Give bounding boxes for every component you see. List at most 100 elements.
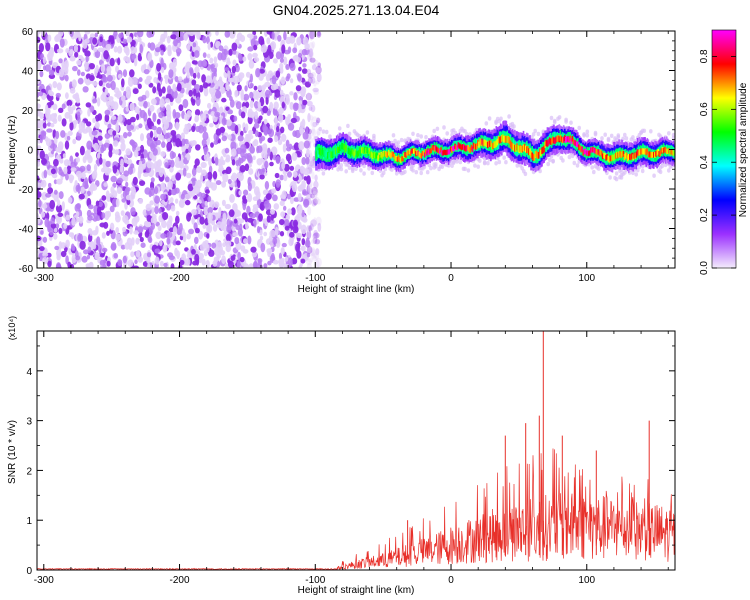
noise-blob (213, 201, 220, 208)
signal-cell (632, 154, 634, 161)
noise-blob (235, 101, 242, 110)
noise-blob (198, 252, 204, 260)
noise-blob (56, 248, 62, 258)
noise-blob (233, 218, 238, 224)
noise-blob (104, 170, 110, 176)
signal-cell (396, 156, 399, 162)
noise-blob (205, 31, 210, 35)
noise-blob (170, 205, 176, 212)
signal-cell (516, 143, 518, 151)
noise-blob (253, 85, 258, 91)
noise-blob (215, 180, 222, 186)
noise-blob (194, 114, 200, 122)
signal-cell (663, 146, 666, 153)
noise-blob (86, 254, 91, 260)
noise-blob (312, 256, 318, 261)
noise-blob (85, 126, 92, 133)
noise-blob (196, 166, 203, 174)
noise-blob (247, 111, 252, 118)
noise-blob (206, 36, 210, 45)
noise-blob (100, 253, 105, 258)
noise-blob (309, 57, 316, 63)
noise-blob (86, 164, 91, 172)
noise-blob (175, 210, 180, 216)
noise-blob (155, 47, 162, 53)
noise-blob (69, 177, 73, 184)
noise-blob (262, 218, 268, 224)
signal-halo (339, 166, 344, 172)
noise-blob (202, 131, 209, 141)
signal-cell (484, 140, 487, 147)
noise-blob (113, 46, 118, 53)
noise-blob (152, 148, 158, 156)
signal-cell (433, 146, 436, 152)
noise-blob (210, 64, 216, 69)
noise-blob (137, 256, 143, 263)
signal-cell (324, 149, 326, 156)
noise-blob (144, 230, 150, 238)
signal-cell (444, 150, 447, 156)
noise-blob (115, 227, 119, 234)
noise-blob (154, 205, 159, 215)
noise-blob (265, 96, 269, 105)
noise-blob (167, 44, 172, 54)
signal-halo (585, 129, 590, 134)
noise-blob (157, 134, 164, 140)
noise-blob (53, 227, 58, 233)
noise-blob (93, 142, 99, 151)
noise-blob (206, 53, 211, 59)
noise-blob (63, 223, 68, 229)
signal-cell (419, 152, 422, 158)
noise-blob (228, 78, 234, 83)
noise-blob (298, 141, 305, 151)
noise-blob (202, 52, 207, 58)
noise-blob (95, 225, 99, 235)
noise-blob (155, 139, 161, 146)
noise-blob (137, 226, 144, 233)
noise-blob (57, 114, 62, 122)
noise-blob (132, 176, 138, 186)
noise-blob (317, 222, 322, 232)
noise-blob (71, 254, 77, 264)
noise-blob (312, 235, 317, 244)
noise-blob (239, 223, 243, 231)
colorbar-tick-label: 0.4 (699, 155, 710, 169)
signal-halo (425, 170, 430, 175)
noise-blob (234, 90, 239, 98)
noise-blob (161, 86, 166, 94)
noise-blob (174, 198, 179, 204)
noise-blob (97, 74, 103, 79)
noise-blob (282, 143, 287, 153)
signal-cell (657, 149, 659, 155)
signal-cell (508, 137, 511, 145)
noise-blob (127, 77, 134, 87)
noise-blob (316, 31, 322, 38)
signal-halo (411, 131, 415, 136)
noise-blob (239, 34, 246, 43)
noise-blob (49, 100, 54, 106)
signal-cell (671, 150, 674, 156)
signal-cell (642, 148, 644, 155)
noise-blob (60, 250, 67, 258)
noise-blob (226, 88, 232, 98)
noise-blob (256, 145, 260, 154)
signal-cell (365, 147, 367, 154)
noise-blob (211, 242, 217, 249)
noise-blob (185, 61, 192, 70)
noise-blob (256, 225, 261, 234)
signal-cell (588, 150, 591, 156)
signal-cell (322, 150, 325, 157)
noise-blob (56, 82, 62, 91)
noise-blob (126, 31, 130, 37)
signal-cell (665, 147, 667, 153)
signal-cell (352, 149, 354, 156)
noise-blob (53, 233, 58, 240)
noise-blob (138, 123, 143, 129)
signal-halo (502, 155, 507, 160)
noise-blob (268, 128, 275, 138)
noise-blob (106, 74, 113, 82)
noise-blob (271, 253, 275, 261)
noise-blob (206, 223, 213, 234)
signal-cell (607, 155, 609, 162)
